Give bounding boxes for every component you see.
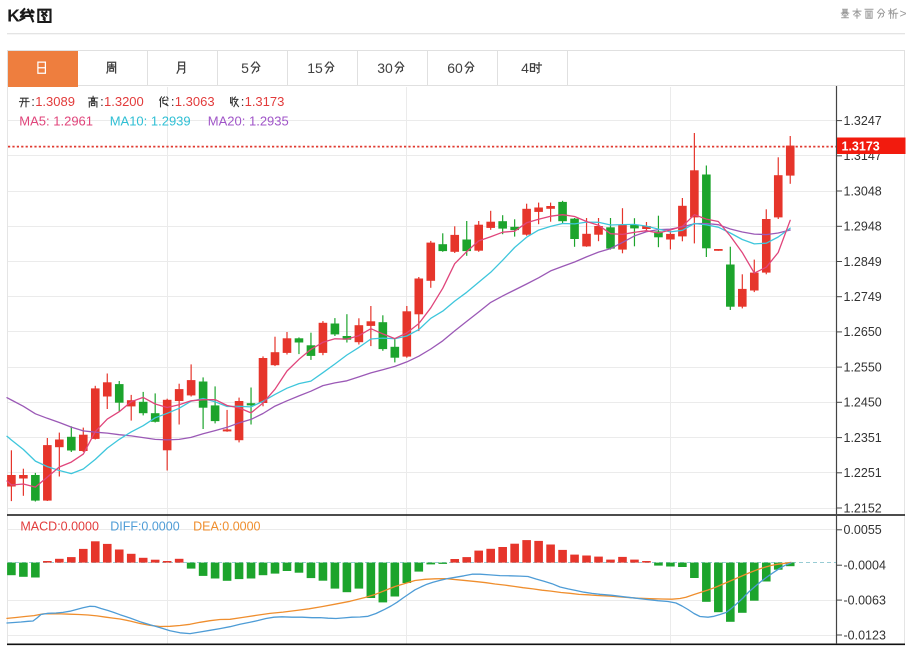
svg-text:0.0055: 0.0055 [844, 523, 882, 537]
svg-text:-0.0063: -0.0063 [844, 593, 886, 607]
svg-text:1.2849: 1.2849 [844, 255, 882, 269]
svg-text:1.3247: 1.3247 [844, 114, 882, 128]
svg-text:1.3048: 1.3048 [844, 184, 882, 198]
svg-text:DEA:0.0000: DEA:0.0000 [193, 520, 260, 534]
svg-text:1.2251: 1.2251 [844, 466, 882, 480]
svg-text:MA20: 1.2935: MA20: 1.2935 [208, 114, 289, 129]
svg-text:1.3089: 1.3089 [35, 94, 75, 109]
svg-text:1.3063: 1.3063 [175, 94, 215, 109]
svg-text:1.2351: 1.2351 [844, 431, 882, 445]
svg-text:K: K [7, 6, 20, 26]
svg-text:-0.0123: -0.0123 [844, 628, 886, 642]
svg-text:MACD:0.0000: MACD:0.0000 [20, 520, 99, 534]
svg-text:1.3200: 1.3200 [104, 94, 144, 109]
svg-text:1.2450: 1.2450 [844, 396, 882, 410]
svg-text:1.2152: 1.2152 [844, 501, 882, 515]
svg-text:>: > [900, 7, 907, 21]
svg-text:1.2948: 1.2948 [844, 220, 882, 234]
svg-text::: : [31, 94, 35, 109]
svg-text:1.3173: 1.3173 [245, 94, 285, 109]
svg-text::: : [171, 94, 175, 109]
svg-text::: : [100, 94, 104, 109]
svg-text:MA10: 1.2939: MA10: 1.2939 [110, 114, 191, 129]
svg-text:-0.0004: -0.0004 [844, 559, 886, 573]
svg-text:DIFF:0.0000: DIFF:0.0000 [110, 520, 180, 534]
svg-text::: : [241, 94, 245, 109]
svg-text:1.2749: 1.2749 [844, 290, 882, 304]
svg-text:1.2550: 1.2550 [844, 360, 882, 374]
svg-text:MA5: 1.2961: MA5: 1.2961 [19, 114, 93, 129]
svg-text:1.2650: 1.2650 [844, 325, 882, 339]
svg-text:1.3173: 1.3173 [842, 140, 880, 154]
